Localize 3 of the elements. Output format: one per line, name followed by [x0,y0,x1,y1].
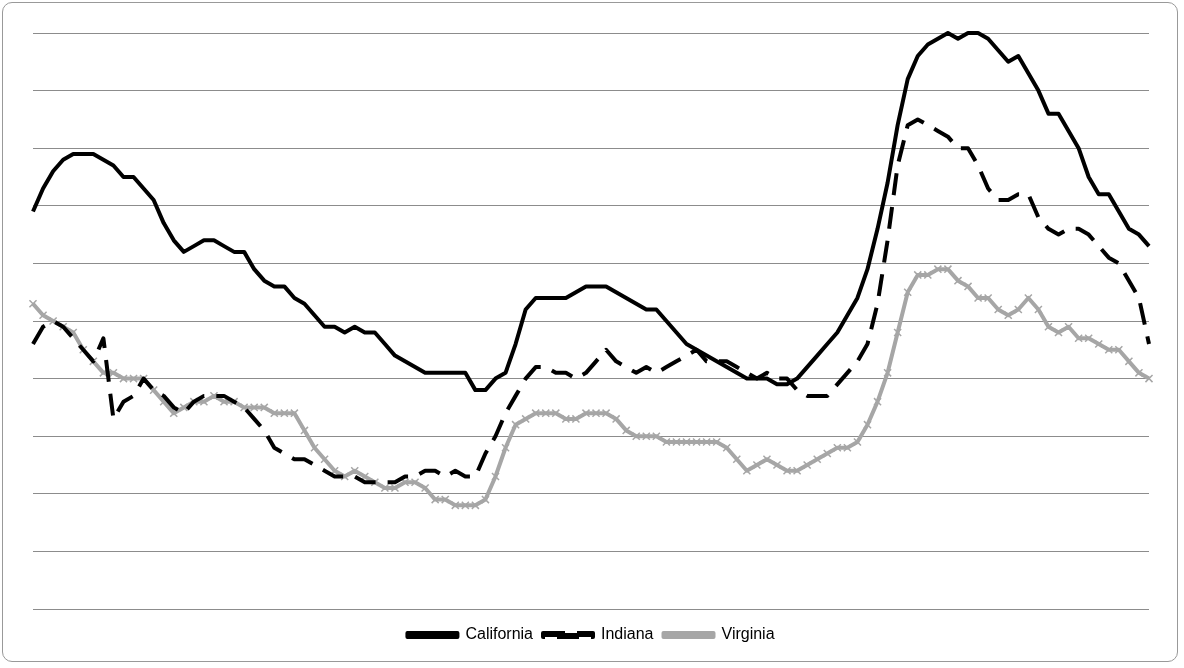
legend-label: Indiana [601,625,654,643]
legend-label: California [465,625,534,643]
legend-label: Virginia [721,625,775,643]
